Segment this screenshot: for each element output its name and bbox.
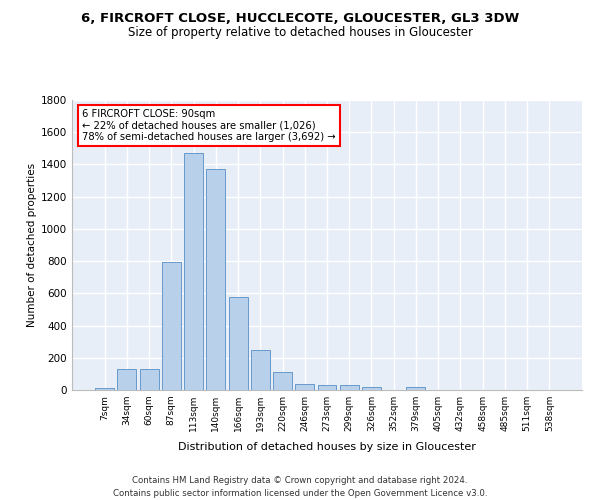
- Text: Contains HM Land Registry data © Crown copyright and database right 2024.: Contains HM Land Registry data © Crown c…: [132, 476, 468, 485]
- Text: 6 FIRCROFT CLOSE: 90sqm
← 22% of detached houses are smaller (1,026)
78% of semi: 6 FIRCROFT CLOSE: 90sqm ← 22% of detache…: [82, 108, 336, 142]
- Bar: [317, 385, 337, 390]
- Text: Size of property relative to detached houses in Gloucester: Size of property relative to detached ho…: [128, 26, 473, 39]
- Text: 6, FIRCROFT CLOSE, HUCCLECOTE, GLOUCESTER, GL3 3DW: 6, FIRCROFT CLOSE, HUCCLECOTE, GLOUCESTE…: [81, 12, 519, 26]
- Bar: [340, 385, 359, 390]
- Bar: [251, 350, 270, 390]
- Bar: [162, 262, 181, 390]
- Bar: [295, 384, 314, 390]
- Bar: [95, 388, 114, 390]
- Bar: [184, 153, 203, 390]
- Bar: [362, 387, 381, 390]
- Text: Distribution of detached houses by size in Gloucester: Distribution of detached houses by size …: [178, 442, 476, 452]
- Bar: [140, 369, 158, 390]
- Text: Contains public sector information licensed under the Open Government Licence v3: Contains public sector information licen…: [113, 489, 487, 498]
- Bar: [273, 372, 292, 390]
- Y-axis label: Number of detached properties: Number of detached properties: [27, 163, 37, 327]
- Bar: [229, 298, 248, 390]
- Bar: [406, 387, 425, 390]
- Bar: [206, 170, 225, 390]
- Bar: [118, 369, 136, 390]
